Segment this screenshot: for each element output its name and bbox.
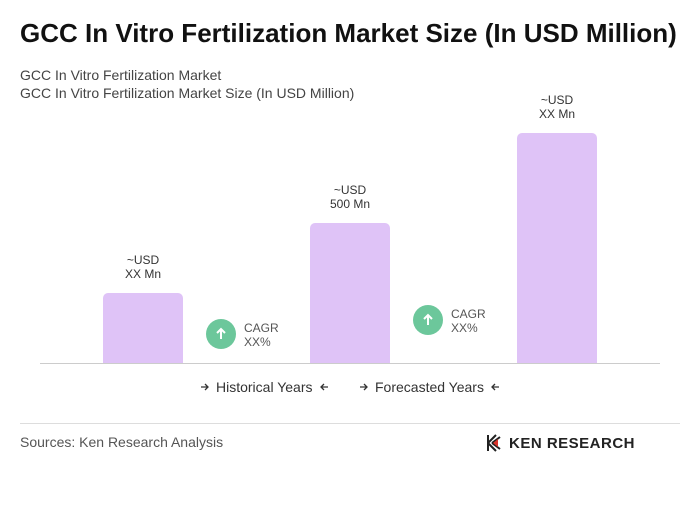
legend-label: Historical Years [216,379,313,395]
arrow-icon [201,383,209,391]
cagr-label: CAGR XX% [451,307,486,335]
arrow-icon [360,383,368,391]
cagr-icon [413,305,443,335]
up-arrow [423,313,433,325]
arrow-icon [320,383,328,391]
logo: KEN RESEARCH [509,435,636,452]
up-arrow [216,327,226,339]
value-label: ~USD 500 Mn [329,182,371,211]
bar [103,292,183,363]
value-label: ~USD XX Mn [538,93,575,121]
arrow-icon [491,383,499,391]
source: Sources: Ken Research Analysis [20,434,224,450]
cagr-icon [206,319,236,349]
subtitle: GCC In Vitro Fertilization Market [20,67,222,83]
baseline [40,363,660,364]
logo-icon [487,434,501,452]
divider [20,423,680,424]
value-label: ~USD XX Mn [124,252,161,281]
legend-label: Forecasted Years [375,379,484,395]
chart-title: GCC In Vitro Fertilization Market Size (… [20,18,677,48]
subtitle: GCC In Vitro Fertilization Market Size (… [20,85,355,101]
cagr-label: CAGR XX% [244,321,279,349]
bar [517,133,597,363]
bar [310,222,390,363]
